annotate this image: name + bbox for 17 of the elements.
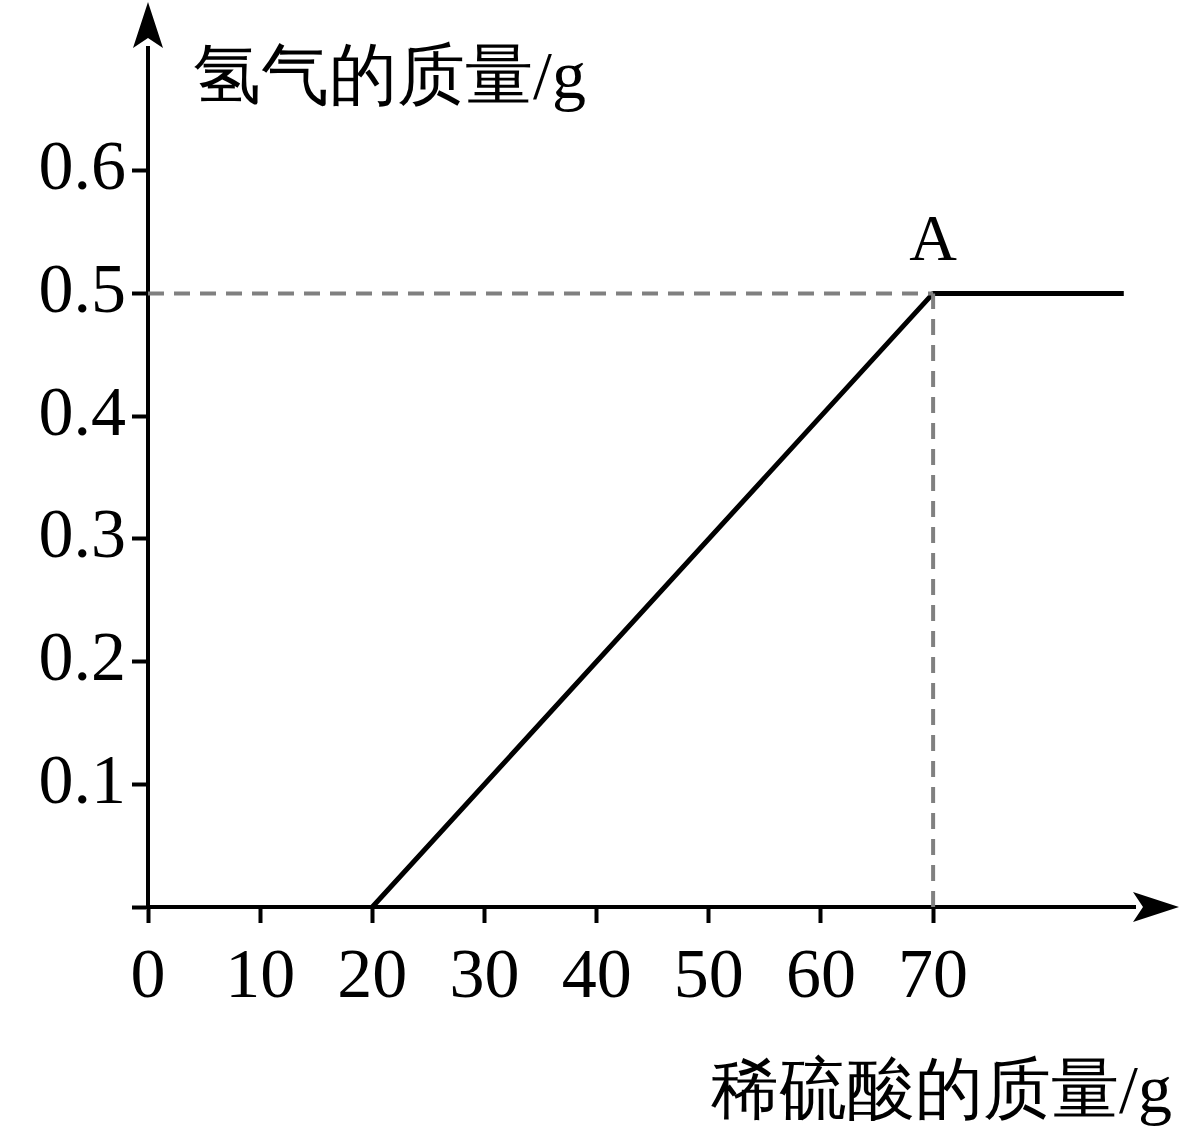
x-axis-title: 稀硫酸的质量/g [711,1051,1172,1127]
x-tick-label: 30 [449,935,520,1013]
y-tick-label: 0.2 [38,617,126,695]
x-tick-label: 40 [561,935,632,1013]
y-tick-label: 0.6 [38,127,126,205]
x-tick-label: 60 [785,935,856,1013]
y-tick-label: 0.5 [38,249,126,327]
x-tick-label: 0 [130,935,166,1013]
y-axis-title: 氢气的质量/g [193,37,586,113]
x-tick-label: 10 [225,935,296,1013]
x-tick-label: 70 [898,935,969,1013]
x-tick-label: 20 [337,935,408,1013]
y-tick-label: 0.4 [38,372,126,450]
y-tick-label: 0.1 [38,740,126,818]
x-tick-label: 50 [673,935,744,1013]
y-tick-label: 0.3 [38,495,126,573]
annotation: A [909,200,958,274]
